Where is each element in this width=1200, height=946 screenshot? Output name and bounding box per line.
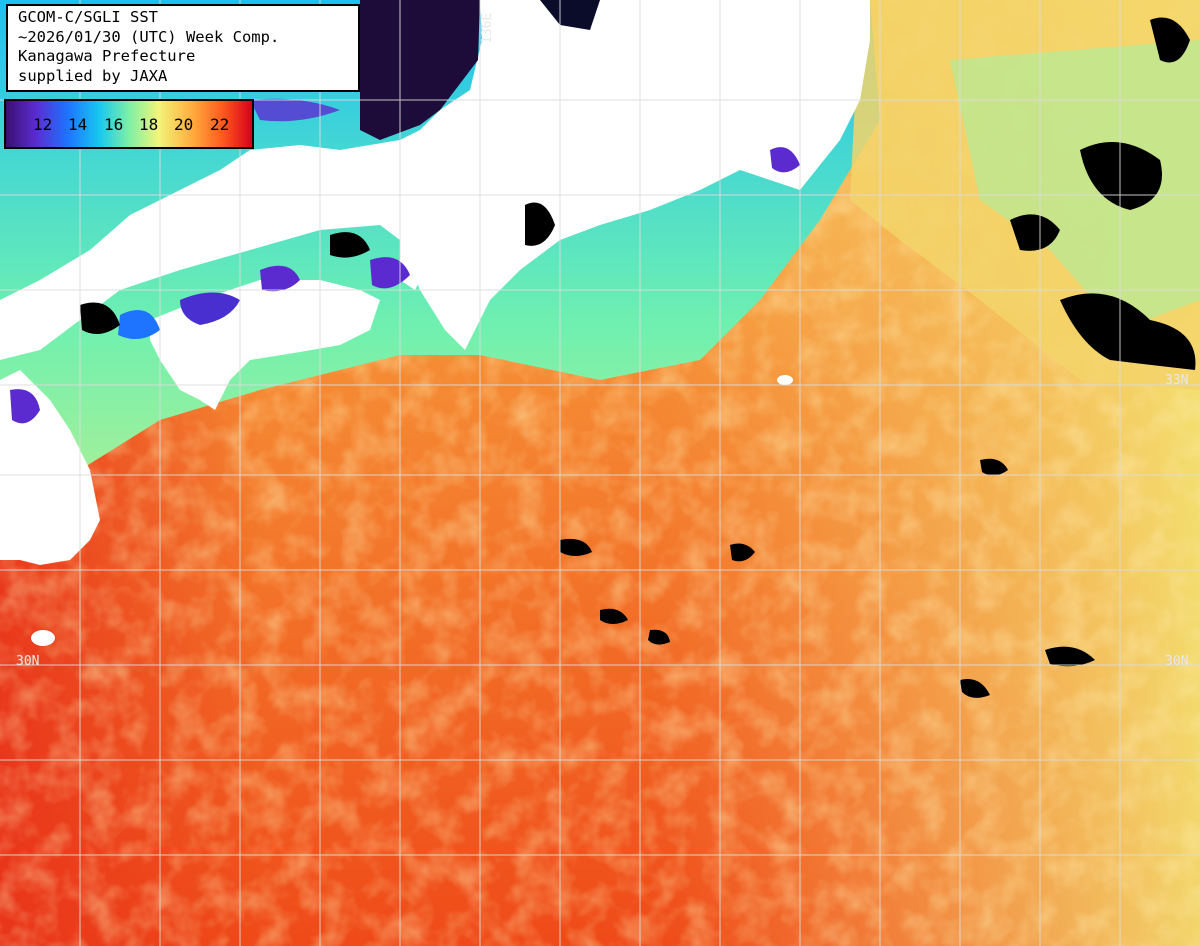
- legend-gradient: [6, 101, 252, 147]
- legend-tick-20: 20: [174, 115, 194, 134]
- legend-tick-12: 12: [33, 115, 53, 134]
- grid-label-33n-right: 33N: [1165, 373, 1189, 388]
- grid-label-30n-right: 30N: [1165, 654, 1189, 669]
- title-line-4: supplied by JAXA: [18, 66, 168, 85]
- title-line-2: ~2026/01/30 (UTC) Week Comp.: [18, 27, 280, 46]
- grid-label-30n-left: 30N: [16, 654, 40, 669]
- legend-tick-22: 22: [210, 115, 230, 134]
- cloud-patches: [560, 17, 1196, 698]
- legend-tick-18: 18: [139, 115, 159, 134]
- title-line-1: GCOM-C/SGLI SST: [18, 8, 158, 26]
- title-box: GCOM-C/SGLI SST ~2026/01/30 (UTC) Week C…: [6, 4, 360, 92]
- grid-label-136e: 136E: [480, 12, 495, 44]
- legend-tick-16: 16: [104, 115, 124, 134]
- title-line-3: Kanagawa Prefecture: [18, 47, 196, 65]
- color-legend: 12 14 16 18 20 22: [4, 99, 254, 149]
- legend-tick-14: 14: [68, 115, 88, 134]
